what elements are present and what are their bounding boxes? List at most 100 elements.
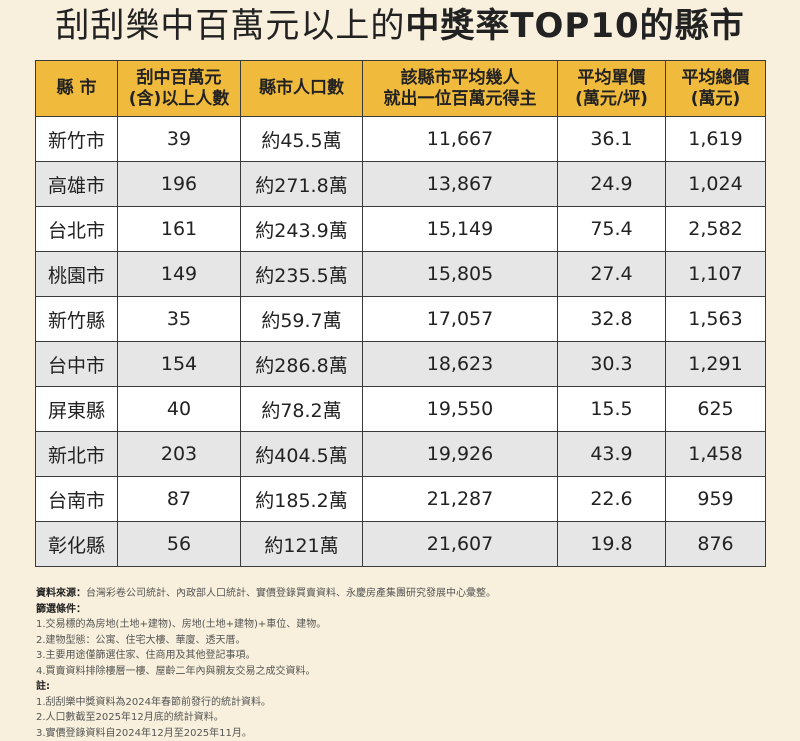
filter-item: 3.主要用途僅篩選住家、住商用及其他登記事項。 <box>36 648 496 664</box>
title-part1: 刮刮樂中百萬元以上的 <box>55 6 405 46</box>
table-cell: 56 <box>118 522 241 567</box>
header-line: 刮中百萬元 <box>118 68 240 89</box>
table-cell: 彰化縣 <box>36 522 118 567</box>
header-line: (含)以上人數 <box>118 89 240 110</box>
table-cell: 959 <box>666 477 766 522</box>
column-header: 縣市人口數 <box>241 61 363 117</box>
table-cell: 1,619 <box>666 117 766 162</box>
table-cell: 32.8 <box>558 297 666 342</box>
header-line: (萬元) <box>666 89 765 110</box>
table-cell: 625 <box>666 387 766 432</box>
table-cell: 高雄市 <box>36 162 118 207</box>
header-line: 平均單價 <box>558 68 665 89</box>
table-cell: 18,623 <box>363 342 558 387</box>
source-label: 資料來源： <box>36 588 86 599</box>
filter-label: 篩選條件： <box>36 602 496 618</box>
table-cell: 15,149 <box>363 207 558 252</box>
table-cell: 約185.2萬 <box>241 477 363 522</box>
remark-label: 註: <box>36 679 496 695</box>
ranking-table: 縣 市刮中百萬元(含)以上人數縣市人口數該縣市平均幾人就出一位百萬元得主平均單價… <box>35 60 766 567</box>
table-cell: 196 <box>118 162 241 207</box>
column-header: 刮中百萬元(含)以上人數 <box>118 61 241 117</box>
table-cell: 203 <box>118 432 241 477</box>
table-cell: 154 <box>118 342 241 387</box>
column-header: 平均單價(萬元/坪) <box>558 61 666 117</box>
table-header-row: 縣 市刮中百萬元(含)以上人數縣市人口數該縣市平均幾人就出一位百萬元得主平均單價… <box>36 61 766 117</box>
table-cell: 75.4 <box>558 207 666 252</box>
table-cell: 屏東縣 <box>36 387 118 432</box>
table-cell: 35 <box>118 297 241 342</box>
title-part2: 中獎率TOP10的縣市 <box>405 6 744 46</box>
table-cell: 新北市 <box>36 432 118 477</box>
table-cell: 24.9 <box>558 162 666 207</box>
table-cell: 15.5 <box>558 387 666 432</box>
source-line: 資料來源：台灣彩卷公司統計、內政部人口統計、實價登錄買賣資料、永慶房產集團研究發… <box>36 586 496 602</box>
table-cell: 台南市 <box>36 477 118 522</box>
table-cell: 約286.8萬 <box>241 342 363 387</box>
header-line: 就出一位百萬元得主 <box>363 89 557 110</box>
filter-item: 2.建物型態：公寓、住宅大樓、華廈、透天厝。 <box>36 633 496 649</box>
table-cell: 約235.5萬 <box>241 252 363 297</box>
table-cell: 161 <box>118 207 241 252</box>
table-cell: 台北市 <box>36 207 118 252</box>
filter-item: 4.買賣資料排除樓層一樓、屋齡二年內與親友交易之成交資料。 <box>36 664 496 680</box>
table-cell: 30.3 <box>558 342 666 387</box>
table-cell: 19,550 <box>363 387 558 432</box>
table-cell: 22.6 <box>558 477 666 522</box>
remark-item: 1.刮刮樂中獎資料為2024年春節前發行的統計資料。 <box>36 695 496 711</box>
table-cell: 13,867 <box>363 162 558 207</box>
table-cell: 1,458 <box>666 432 766 477</box>
table-cell: 19.8 <box>558 522 666 567</box>
header-line: 該縣市平均幾人 <box>363 68 557 89</box>
table-cell: 876 <box>666 522 766 567</box>
table-cell: 11,667 <box>363 117 558 162</box>
table-cell: 17,057 <box>363 297 558 342</box>
table-cell: 約271.8萬 <box>241 162 363 207</box>
table-cell: 1,024 <box>666 162 766 207</box>
table-cell: 149 <box>118 252 241 297</box>
table-cell: 87 <box>118 477 241 522</box>
notes: 資料來源：台灣彩卷公司統計、內政部人口統計、實價登錄買賣資料、永慶房產集團研究發… <box>36 586 496 741</box>
table-cell: 19,926 <box>363 432 558 477</box>
header-line: 平均總價 <box>666 68 765 89</box>
header-line: 縣市人口數 <box>241 78 362 99</box>
source-text: 台灣彩卷公司統計、內政部人口統計、實價登錄買賣資料、永慶房產集團研究發展中心彙整… <box>86 588 496 599</box>
column-header: 該縣市平均幾人就出一位百萬元得主 <box>363 61 558 117</box>
table-cell: 約243.9萬 <box>241 207 363 252</box>
table-cell: 27.4 <box>558 252 666 297</box>
filter-item: 1.交易標的為房地(土地+建物)、房地(土地+建物)+車位、建物。 <box>36 617 496 633</box>
table-cell: 約121萬 <box>241 522 363 567</box>
column-header: 縣 市 <box>36 61 118 117</box>
table-cell: 43.9 <box>558 432 666 477</box>
table-cell: 約404.5萬 <box>241 432 363 477</box>
table-cell: 約78.2萬 <box>241 387 363 432</box>
remark-item: 2.人口數截至2025年12月底的統計資料。 <box>36 710 496 726</box>
page-title: 刮刮樂中百萬元以上的中獎率TOP10的縣市 <box>0 4 800 48</box>
table-cell: 36.1 <box>558 117 666 162</box>
table-cell: 桃園市 <box>36 252 118 297</box>
table-cell: 21,287 <box>363 477 558 522</box>
table-cell: 1,107 <box>666 252 766 297</box>
table-cell: 1,563 <box>666 297 766 342</box>
remark-item: 3.實價登錄資料自2024年12月至2025年11月。 <box>36 726 496 741</box>
table-cell: 40 <box>118 387 241 432</box>
table-cell: 39 <box>118 117 241 162</box>
table-cell: 約45.5萬 <box>241 117 363 162</box>
table-cell: 21,607 <box>363 522 558 567</box>
table-cell: 新竹市 <box>36 117 118 162</box>
table-cell: 台中市 <box>36 342 118 387</box>
table-cell: 新竹縣 <box>36 297 118 342</box>
table-cell: 15,805 <box>363 252 558 297</box>
header-line: 縣 市 <box>36 78 117 99</box>
table-cell: 1,291 <box>666 342 766 387</box>
